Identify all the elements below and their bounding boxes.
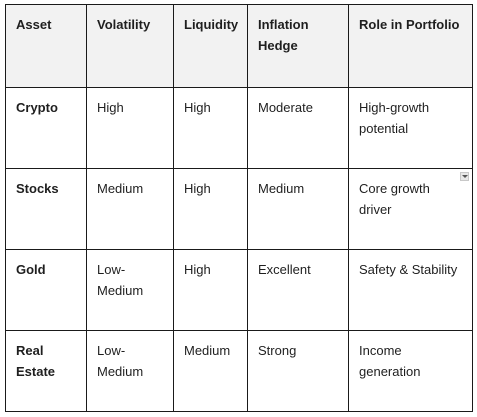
cell-volatility[interactable]: Low-Medium [86, 249, 174, 331]
header-inflation-hedge: Inflation Hedge [247, 4, 349, 88]
table-row: Gold Low-Medium High Excellent Safety & … [5, 249, 473, 331]
cell-inflation-hedge[interactable]: Excellent [247, 249, 349, 331]
cell-volatility[interactable]: High [86, 87, 174, 169]
header-row: Asset Volatility Liquidity Inflation Hed… [5, 4, 473, 88]
cell-role[interactable]: Income generation [348, 330, 473, 412]
cell-inflation-hedge[interactable]: Moderate [247, 87, 349, 169]
cell-asset[interactable]: Stocks [5, 168, 87, 250]
cell-role[interactable]: Core growth driver [348, 168, 473, 250]
cell-role-text: Core growth driver [359, 181, 430, 217]
cell-asset[interactable]: Crypto [5, 87, 87, 169]
cell-role[interactable]: High-growth potential [348, 87, 473, 169]
header-role-in-portfolio: Role in Portfolio [348, 4, 473, 88]
cell-volatility[interactable]: Low-Medium [86, 330, 174, 412]
chevron-down-icon[interactable] [460, 172, 469, 181]
cell-liquidity[interactable]: High [173, 249, 248, 331]
cell-asset[interactable]: Real Estate [5, 330, 87, 412]
cell-liquidity[interactable]: Medium [173, 330, 248, 412]
cell-asset[interactable]: Gold [5, 249, 87, 331]
cell-volatility[interactable]: Medium [86, 168, 174, 250]
table-row: Crypto High High Moderate High-growth po… [5, 87, 473, 169]
table-body: Crypto High High Moderate High-growth po… [5, 87, 473, 412]
table-row: Real Estate Low-Medium Medium Strong Inc… [5, 330, 473, 412]
cell-liquidity[interactable]: High [173, 168, 248, 250]
header-volatility: Volatility [86, 4, 174, 88]
cell-inflation-hedge[interactable]: Medium [247, 168, 349, 250]
cell-liquidity[interactable]: High [173, 87, 248, 169]
table-header: Asset Volatility Liquidity Inflation Hed… [5, 4, 473, 88]
table-row: Stocks Medium High Medium Core growth dr… [5, 168, 473, 250]
cell-role[interactable]: Safety & Stability [348, 249, 473, 331]
cell-inflation-hedge[interactable]: Strong [247, 330, 349, 412]
header-asset: Asset [5, 4, 87, 88]
comparison-table: Asset Volatility Liquidity Inflation Hed… [5, 4, 473, 412]
header-liquidity: Liquidity [173, 4, 248, 88]
